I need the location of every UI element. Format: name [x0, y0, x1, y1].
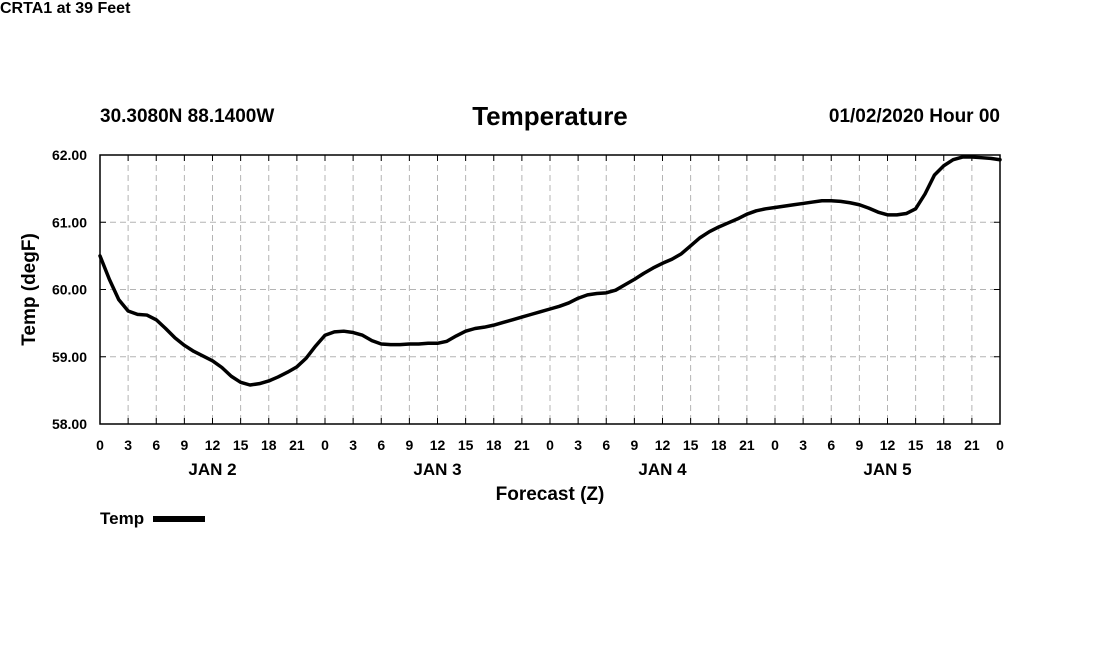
y-tick-label: 62.00: [52, 147, 87, 163]
legend: Temp: [100, 509, 206, 529]
x-tick-label: 0: [996, 437, 1004, 453]
x-tick-label: 3: [124, 437, 132, 453]
x-tick-label: 6: [152, 437, 160, 453]
x-tick-label: 9: [405, 437, 413, 453]
x-tick-label: 9: [630, 437, 638, 453]
station-coordinates: 30.3080N 88.1400W: [100, 106, 275, 127]
legend-line-swatch: [153, 516, 206, 522]
temp-series-line: [98, 155, 1002, 387]
series-layer: [98, 155, 1002, 387]
x-tick-label: 9: [180, 437, 188, 453]
station-name: CRTA1 at 39 Feet: [0, 0, 131, 17]
x-tick-label: 0: [771, 437, 779, 453]
x-tick-label: 15: [908, 437, 924, 453]
x-tick-label: 6: [377, 437, 385, 453]
day-label: JAN 5: [863, 460, 911, 479]
x-tick-label: 3: [349, 437, 357, 453]
forecast-datetime: 01/02/2020 Hour 00: [828, 106, 1000, 127]
axis-ticks: [99, 154, 1001, 425]
y-tick-label: 58.00: [52, 416, 87, 432]
y-tick-label: 59.00: [52, 349, 87, 365]
x-tick-label: 6: [827, 437, 835, 453]
x-tick-label: 3: [574, 437, 582, 453]
y-axis-title: Temp (degF): [19, 233, 40, 346]
x-axis-title: Forecast (Z): [496, 484, 605, 505]
x-tick-label: 12: [430, 437, 446, 453]
x-tick-label: 0: [96, 437, 104, 453]
x-tick-label: 6: [602, 437, 610, 453]
x-tick-label: 3: [799, 437, 807, 453]
x-tick-label: 15: [683, 437, 699, 453]
day-label: JAN 2: [188, 460, 236, 479]
x-tick-label: 12: [205, 437, 221, 453]
y-tick-label: 60.00: [52, 282, 87, 298]
x-tick-label: 18: [711, 437, 727, 453]
x-tick-label: 18: [486, 437, 502, 453]
x-tick-label: 15: [233, 437, 249, 453]
axis-labels: 0 3 6 9 12 15 18 21 0 3 6 9 12 15 18 21 0 3 6 9 12 15 18 21 0 3 6 9…: [19, 147, 1004, 505]
x-tick-label: 18: [936, 437, 952, 453]
x-tick-label: 15: [458, 437, 474, 453]
x-tick-label: 21: [289, 437, 305, 453]
grid-lines: [100, 155, 1000, 424]
x-tick-label: 21: [739, 437, 755, 453]
x-tick-label: 21: [514, 437, 530, 453]
x-tick-label: 21: [964, 437, 980, 453]
x-tick-label: 0: [321, 437, 329, 453]
x-tick-label: 9: [855, 437, 863, 453]
x-tick-label: 18: [261, 437, 277, 453]
x-tick-label: 12: [655, 437, 671, 453]
day-label: JAN 3: [413, 460, 461, 479]
y-tick-label: 61.00: [52, 214, 87, 230]
x-tick-label: 0: [546, 437, 554, 453]
chart-title: Temperature: [472, 101, 628, 131]
legend-label: Temp: [100, 509, 145, 528]
day-label: JAN 4: [638, 460, 687, 479]
x-tick-label: 12: [880, 437, 896, 453]
